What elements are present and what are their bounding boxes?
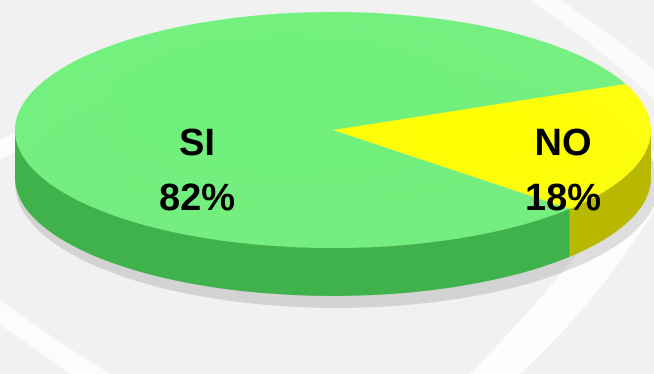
- background-swoosh: [0, 300, 110, 374]
- pie-slice-side-si: [15, 130, 570, 296]
- background-swoosh: [470, 150, 654, 374]
- pie-slice-no: [333, 84, 651, 209]
- pie-slice-si: [14, 12, 626, 249]
- pie-labels: SI 82% NO 18%: [159, 122, 601, 219]
- pie-slice-side-no: [569, 130, 651, 257]
- slice-label-si: SI: [179, 122, 215, 164]
- slice-value-no: 18%: [525, 177, 601, 219]
- background-swoosh: [530, 0, 654, 100]
- pie-tops: [14, 12, 651, 249]
- slice-label-no: NO: [535, 122, 592, 164]
- slice-value-si: 82%: [159, 177, 235, 219]
